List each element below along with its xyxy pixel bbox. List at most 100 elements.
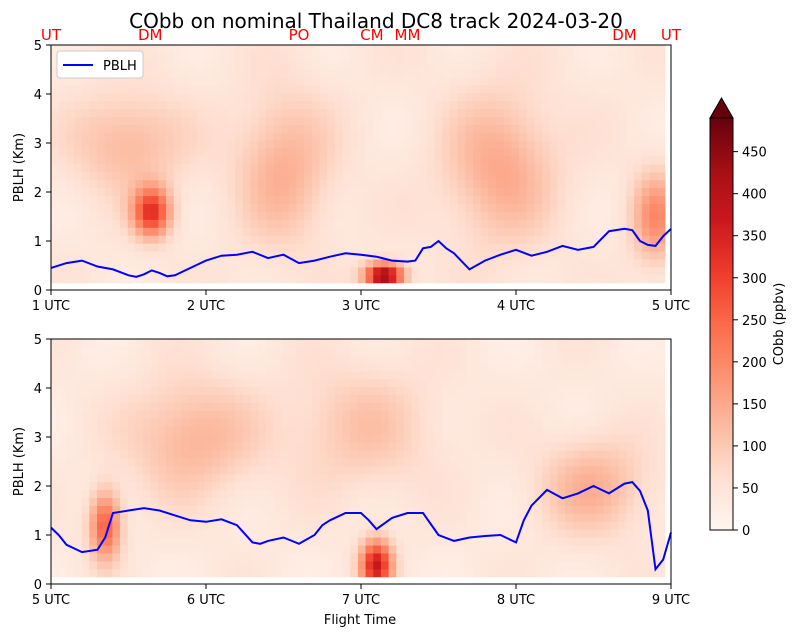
- heatmap-cell: [189, 410, 198, 419]
- heatmap-cell: [227, 235, 236, 244]
- heatmap-cell: [189, 394, 198, 403]
- heatmap-cell: [265, 124, 275, 133]
- heatmap-cell: [595, 386, 605, 396]
- heatmap-cell: [281, 521, 290, 530]
- heatmap-cell: [396, 378, 405, 388]
- heatmap-cell: [365, 219, 374, 228]
- heatmap-cell: [66, 560, 75, 570]
- heatmap-cell: [419, 489, 428, 499]
- heatmap-cell: [534, 235, 543, 244]
- x-tick-label: 1 UTC: [32, 299, 70, 314]
- heatmap-cell: [334, 179, 344, 189]
- heatmap-cell: [273, 84, 282, 94]
- heatmap-cell: [380, 465, 390, 475]
- heatmap-cell: [319, 386, 328, 396]
- heatmap-cell: [488, 346, 497, 356]
- heatmap-cell: [549, 60, 558, 70]
- heatmap-cell: [334, 394, 344, 403]
- heatmap-cell: [66, 544, 75, 554]
- heatmap-cell: [488, 505, 497, 514]
- heatmap-cell: [503, 537, 512, 546]
- heatmap-cell: [127, 370, 136, 380]
- heatmap-cell: [150, 227, 160, 236]
- heatmap-cell: [311, 163, 321, 173]
- heatmap-cell: [649, 211, 658, 220]
- heatmap-cell: [281, 140, 290, 149]
- heatmap-cell: [334, 529, 344, 538]
- heatmap-cell: [465, 116, 474, 125]
- heatmap-cell: [127, 441, 136, 451]
- heatmap-cell: [97, 179, 106, 189]
- heatmap-cell: [657, 418, 666, 427]
- heatmap-cell: [181, 108, 190, 117]
- heatmap-cell: [166, 108, 175, 117]
- heatmap-cell: [565, 163, 574, 173]
- heatmap-cell: [227, 124, 236, 133]
- heatmap-cell: [434, 457, 443, 467]
- heatmap-cell: [219, 203, 229, 212]
- heatmap-cell: [519, 163, 528, 173]
- heatmap-cell: [503, 243, 512, 252]
- heatmap-cell: [173, 505, 183, 514]
- heatmap-cell: [641, 339, 651, 348]
- heatmap-cell: [265, 489, 275, 499]
- heatmap-cell: [311, 426, 321, 435]
- heatmap-cell: [74, 449, 83, 459]
- heatmap-cell: [250, 465, 259, 475]
- heatmap-cell: [265, 560, 275, 570]
- heatmap-cell: [519, 45, 528, 54]
- heatmap-cell: [342, 473, 351, 483]
- heatmap-cell: [572, 441, 581, 451]
- heatmap-cell: [135, 339, 144, 348]
- heatmap-cell: [365, 147, 374, 157]
- heatmap-cell: [649, 354, 658, 364]
- heatmap-cell: [89, 402, 98, 411]
- heatmap-cell: [204, 227, 213, 236]
- heatmap-cell: [649, 560, 658, 570]
- heatmap-cell: [657, 76, 666, 86]
- colorbar-tick-label: 400: [742, 188, 767, 203]
- heatmap-cell: [196, 243, 206, 252]
- heatmap-cell: [288, 140, 298, 149]
- heatmap-cell: [265, 529, 275, 538]
- heatmap-cell: [66, 465, 75, 475]
- heatmap-cell: [503, 84, 512, 94]
- heatmap-cell: [58, 92, 67, 102]
- heatmap-cell: [311, 552, 321, 562]
- heatmap-cell: [104, 211, 113, 220]
- heatmap-cell: [342, 92, 351, 102]
- heatmap-cell: [503, 489, 512, 499]
- heatmap-cell: [288, 45, 298, 54]
- heatmap-cell: [411, 155, 420, 165]
- heatmap-cell: [150, 560, 160, 570]
- heatmap-cell: [258, 203, 267, 212]
- heatmap-cell: [465, 124, 474, 133]
- heatmap-cell: [89, 219, 98, 228]
- heatmap-cell: [511, 339, 520, 348]
- heatmap-cell: [396, 489, 405, 499]
- heatmap-cell: [549, 402, 558, 411]
- heatmap-cell: [204, 243, 213, 252]
- heatmap-cell: [357, 108, 367, 117]
- heatmap-cell: [250, 544, 259, 554]
- heatmap-cell: [641, 560, 651, 570]
- heatmap-cell: [219, 179, 229, 189]
- heatmap-cell: [557, 441, 566, 451]
- heatmap-cell: [166, 116, 175, 125]
- heatmap-cell: [235, 410, 244, 419]
- heatmap-cell: [242, 203, 252, 212]
- heatmap-cell: [296, 211, 305, 220]
- heatmap-cell: [588, 552, 597, 562]
- heatmap-cell: [127, 449, 136, 459]
- heatmap-cell: [204, 84, 213, 94]
- heatmap-cell: [403, 68, 413, 78]
- heatmap-cell: [503, 100, 512, 109]
- heatmap-cell: [219, 339, 229, 348]
- heatmap-cell: [219, 473, 229, 483]
- heatmap-cell: [519, 386, 528, 396]
- heatmap-cell: [104, 147, 113, 157]
- heatmap-cell: [634, 52, 643, 62]
- heatmap-cell: [626, 45, 635, 54]
- heatmap-cell: [327, 346, 336, 356]
- heatmap-cell: [288, 402, 298, 411]
